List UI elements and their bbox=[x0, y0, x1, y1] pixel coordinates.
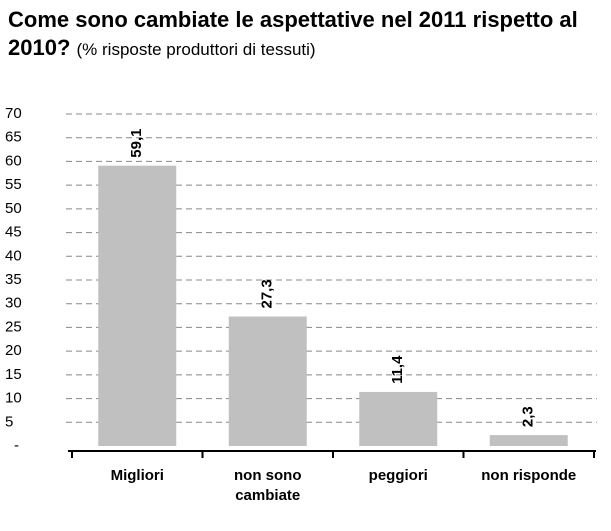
y-tick-label: 10 bbox=[5, 390, 22, 407]
x-tick-label: peggiori bbox=[368, 467, 428, 484]
value-label: 59,1 bbox=[128, 128, 145, 157]
y-tick-label: 5 bbox=[5, 413, 13, 430]
y-tick-label: 25 bbox=[5, 318, 22, 335]
y-tick-label: 15 bbox=[5, 366, 22, 383]
x-tick-label: non sono cambiate bbox=[234, 467, 302, 504]
y-tick-label: 45 bbox=[5, 224, 22, 241]
y-tick-label: 40 bbox=[5, 247, 22, 264]
bar bbox=[98, 165, 177, 446]
y-tick-label: 55 bbox=[5, 176, 22, 193]
value-label: 11,4 bbox=[389, 355, 406, 384]
bar bbox=[228, 316, 307, 446]
y-tick-label: 65 bbox=[5, 129, 22, 146]
y-tick-label: 50 bbox=[5, 200, 22, 217]
x-tick-label: non risponde bbox=[481, 467, 577, 484]
x-tick-label: Migliori bbox=[110, 467, 164, 484]
chart-subtitle: (% risposte produttori di tessuti) bbox=[76, 40, 316, 59]
bar bbox=[489, 435, 568, 446]
chart-title: Come sono cambiate le aspettative nel 20… bbox=[8, 7, 578, 60]
y-tick-label: 20 bbox=[5, 342, 22, 359]
y-tick-label: 35 bbox=[5, 271, 22, 288]
value-label: 27,3 bbox=[259, 279, 276, 308]
title-block: Come sono cambiate le aspettative nel 20… bbox=[8, 6, 598, 64]
y-tick-label: 60 bbox=[5, 152, 22, 169]
y-tick-label: 70 bbox=[5, 105, 22, 122]
y-tick-label: 30 bbox=[5, 295, 22, 312]
bar bbox=[359, 391, 438, 446]
y-tick-label: - bbox=[14, 437, 19, 454]
value-label: 2,3 bbox=[520, 406, 537, 427]
